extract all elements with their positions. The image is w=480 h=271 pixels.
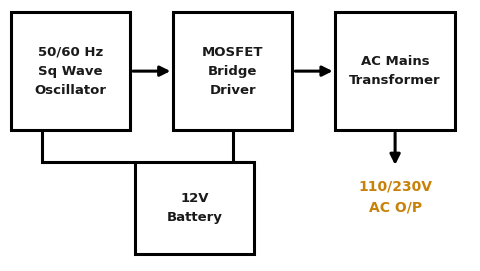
Text: 110/230V
AC O/P: 110/230V AC O/P: [358, 180, 432, 214]
FancyBboxPatch shape: [11, 12, 130, 130]
FancyBboxPatch shape: [135, 162, 254, 253]
FancyBboxPatch shape: [173, 12, 292, 130]
FancyBboxPatch shape: [336, 12, 455, 130]
Text: 12V
Battery: 12V Battery: [167, 192, 223, 224]
Text: MOSFET
Bridge
Driver: MOSFET Bridge Driver: [202, 46, 264, 97]
Text: 50/60 Hz
Sq Wave
Oscillator: 50/60 Hz Sq Wave Oscillator: [35, 46, 107, 97]
Text: AC Mains
Transformer: AC Mains Transformer: [349, 55, 441, 87]
